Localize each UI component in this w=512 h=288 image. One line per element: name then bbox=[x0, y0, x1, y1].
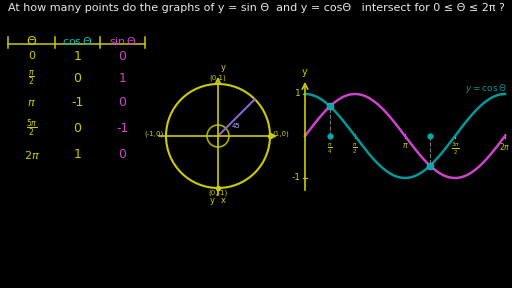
Text: (0,-1): (0,-1) bbox=[208, 190, 228, 196]
Text: -1: -1 bbox=[292, 173, 301, 183]
Text: $2\pi$: $2\pi$ bbox=[499, 141, 511, 152]
Text: y: y bbox=[302, 67, 308, 77]
Text: 45: 45 bbox=[232, 123, 241, 129]
Text: $\frac{\pi}{4}$: $\frac{\pi}{4}$ bbox=[327, 141, 333, 156]
Text: $\sin\Theta$: $\sin\Theta$ bbox=[109, 35, 136, 47]
Text: $\Theta$: $\Theta$ bbox=[26, 35, 37, 48]
Text: 1: 1 bbox=[119, 71, 126, 84]
Text: (0,1): (0,1) bbox=[209, 75, 226, 81]
Text: y: y bbox=[210, 196, 215, 205]
Text: $\frac{5\pi}{2}$: $\frac{5\pi}{2}$ bbox=[26, 117, 37, 139]
Text: x: x bbox=[221, 196, 226, 205]
Text: -1: -1 bbox=[116, 122, 129, 134]
Text: $2\pi$: $2\pi$ bbox=[24, 149, 39, 161]
Text: $\pi$: $\pi$ bbox=[401, 141, 409, 150]
Text: (1,0): (1,0) bbox=[272, 131, 289, 137]
Text: $\pi$: $\pi$ bbox=[27, 98, 36, 108]
Text: $\cos\Theta$: $\cos\Theta$ bbox=[62, 35, 93, 47]
Text: 0: 0 bbox=[118, 50, 126, 62]
Text: 0: 0 bbox=[74, 71, 81, 84]
Text: 0: 0 bbox=[118, 96, 126, 109]
Text: 1: 1 bbox=[74, 149, 81, 162]
Text: 1: 1 bbox=[74, 50, 81, 62]
Text: 0: 0 bbox=[28, 51, 35, 61]
Text: $\frac{\pi}{2}$: $\frac{\pi}{2}$ bbox=[28, 69, 35, 88]
Text: 1: 1 bbox=[295, 90, 301, 98]
Text: $\frac{\pi}{2}$: $\frac{\pi}{2}$ bbox=[352, 141, 358, 156]
Text: 0: 0 bbox=[74, 122, 81, 134]
Text: y: y bbox=[221, 63, 226, 72]
Text: $\frac{3\pi}{2}$: $\frac{3\pi}{2}$ bbox=[451, 141, 459, 157]
Text: -1: -1 bbox=[71, 96, 83, 109]
Text: 0: 0 bbox=[118, 149, 126, 162]
Text: At how many points do the graphs of y = sin Θ  and y = cosΘ   intersect for 0 ≤ : At how many points do the graphs of y = … bbox=[8, 3, 504, 13]
Text: $y=\cos\Theta$: $y=\cos\Theta$ bbox=[465, 82, 507, 95]
Text: (-1,0): (-1,0) bbox=[145, 131, 164, 137]
